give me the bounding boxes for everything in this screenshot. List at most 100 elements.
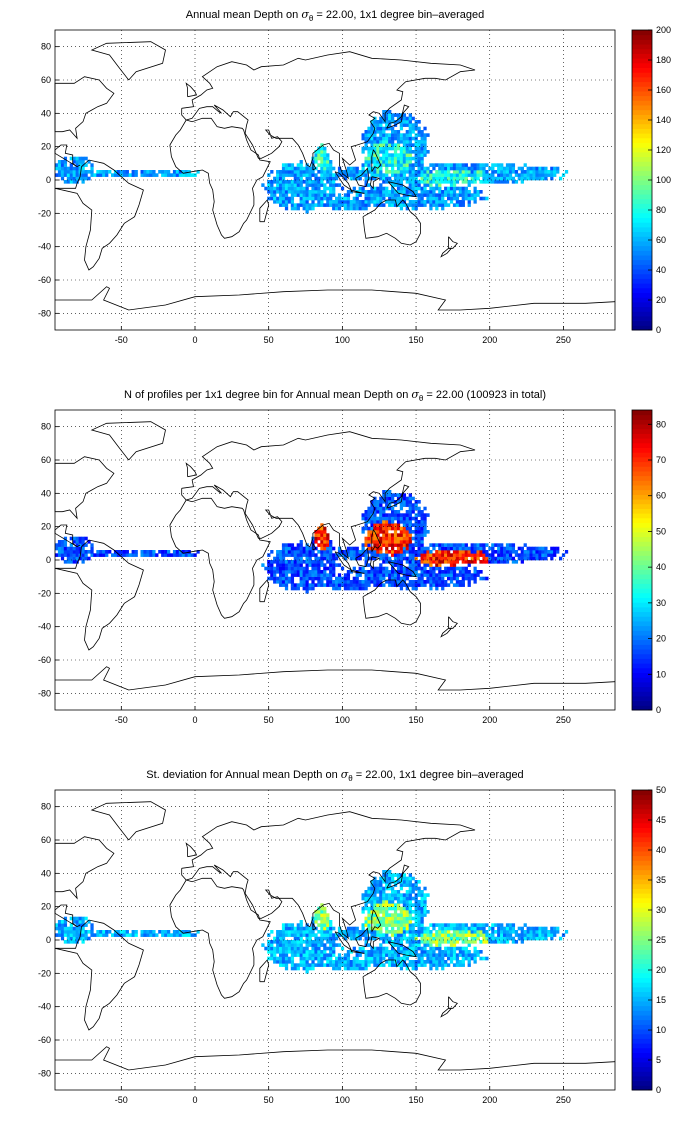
data-cell [393, 556, 398, 561]
data-cell [391, 946, 395, 951]
data-cell [355, 586, 359, 591]
colorbar-segment [632, 986, 652, 993]
data-cell [329, 960, 333, 964]
data-cell [405, 133, 409, 137]
data-cell [161, 173, 165, 177]
data-cell [399, 563, 404, 567]
data-cell [329, 566, 333, 571]
data-cell [361, 930, 365, 934]
data-cell [455, 543, 460, 547]
data-cell [72, 553, 76, 557]
data-cell [122, 550, 127, 554]
data-cell [408, 916, 412, 921]
data-cell [411, 936, 415, 941]
data-cell [332, 166, 336, 171]
data-cell [364, 906, 368, 911]
data-cell [529, 926, 533, 931]
data-cell [385, 160, 389, 164]
data-cell [379, 126, 383, 131]
data-cell [175, 550, 180, 554]
data-cell [405, 143, 409, 147]
data-cell [308, 170, 312, 174]
data-cell [423, 530, 427, 534]
x-tick-label: 250 [556, 1095, 571, 1105]
data-cell [435, 956, 439, 961]
data-cell [429, 180, 433, 184]
data-cell [393, 906, 398, 911]
data-cell [281, 963, 286, 967]
data-cell [447, 556, 451, 561]
data-cell [281, 956, 286, 961]
data-cell [411, 926, 415, 931]
data-cell [140, 553, 144, 557]
data-cell [332, 206, 336, 211]
data-cell [467, 183, 471, 187]
data-cell [343, 206, 348, 211]
data-cell [429, 943, 433, 947]
data-cell [78, 936, 82, 941]
data-cell [455, 170, 460, 174]
data-cell [81, 550, 85, 554]
data-cell [399, 916, 404, 921]
data-cell [320, 910, 324, 914]
data-cell [370, 126, 374, 131]
data-cell [164, 553, 168, 557]
data-cell [417, 913, 421, 917]
data-cell [385, 923, 389, 927]
data-cell [355, 960, 359, 964]
data-cell [441, 573, 445, 577]
data-cell [393, 173, 398, 177]
data-cell [485, 553, 489, 557]
data-cell [423, 566, 427, 571]
data-cell [399, 516, 404, 521]
data-cell [391, 520, 395, 524]
data-cell [473, 576, 477, 581]
data-cell [279, 186, 283, 191]
data-cell [449, 956, 454, 961]
data-cell [161, 170, 165, 174]
data-cell [373, 543, 377, 547]
data-cell [370, 946, 374, 951]
data-cell [78, 916, 82, 921]
data-cell [473, 940, 477, 944]
data-cell [408, 166, 412, 171]
data-cell [379, 963, 383, 967]
data-cell [402, 926, 407, 931]
data-cell [441, 560, 445, 564]
data-cell [320, 923, 324, 927]
colorbar-segment [632, 569, 652, 575]
data-cell [60, 170, 65, 174]
data-cell [396, 540, 401, 544]
data-cell [396, 196, 401, 201]
data-cell [349, 966, 353, 971]
data-cell [382, 530, 386, 534]
data-cell [361, 163, 365, 167]
data-cell [408, 543, 412, 547]
data-cell [449, 186, 454, 191]
data-cell [444, 926, 448, 931]
data-cell [385, 573, 389, 577]
data-cell [467, 576, 471, 581]
data-cell [408, 913, 412, 917]
data-cell [500, 933, 504, 937]
data-cell [500, 926, 504, 931]
data-cell [385, 533, 389, 537]
data-cell [388, 536, 392, 541]
data-cell [452, 926, 457, 931]
data-cell [149, 170, 153, 174]
colorbar-segment [632, 485, 652, 491]
data-cell [261, 183, 265, 187]
data-cell [370, 130, 374, 134]
data-cell [281, 183, 286, 187]
data-cell [102, 933, 106, 937]
data-cell [299, 203, 303, 207]
data-cell [391, 113, 395, 117]
data-cell [538, 553, 542, 557]
data-cell [343, 966, 348, 971]
coastline [369, 556, 381, 570]
data-cell [358, 190, 362, 194]
data-cell [399, 530, 404, 534]
data-cell [408, 523, 412, 527]
data-cell [364, 556, 368, 561]
colorbar-segment [632, 1043, 652, 1049]
